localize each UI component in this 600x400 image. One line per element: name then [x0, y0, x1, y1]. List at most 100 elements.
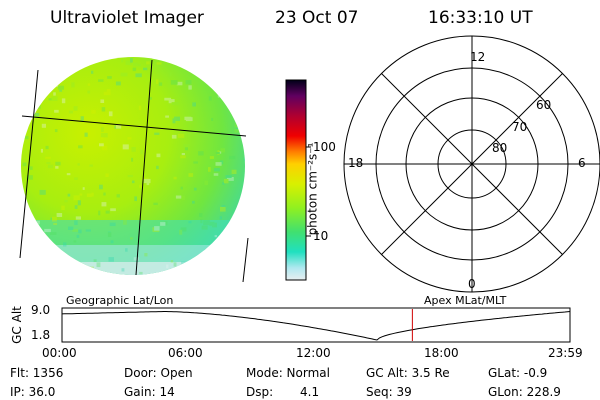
gc-alt-strip-chart	[61, 307, 571, 343]
speckle	[121, 59, 124, 63]
speckle	[130, 237, 133, 240]
speckle	[138, 105, 142, 111]
speckle	[74, 177, 78, 180]
speckle	[82, 269, 88, 272]
speckle	[66, 173, 71, 176]
speckle	[103, 91, 111, 96]
speckle	[132, 62, 138, 67]
status-dsp-label: Dsp:	[246, 385, 274, 399]
speckle	[35, 220, 40, 225]
time-tick-0600: 06:00	[168, 346, 203, 360]
speckle	[130, 58, 133, 63]
speckle	[86, 193, 92, 197]
speckle	[110, 208, 116, 212]
speckle	[212, 253, 219, 258]
colorbar	[285, 79, 311, 281]
speckle	[195, 260, 199, 265]
speckle	[87, 90, 91, 94]
mlt-label-top: 12	[470, 50, 486, 64]
speckle	[40, 69, 47, 74]
speckle	[180, 269, 186, 273]
time-label: 16:33:10 UT	[428, 8, 533, 28]
speckle	[228, 93, 232, 97]
speckle	[48, 98, 53, 101]
speckle	[238, 233, 245, 236]
speckle	[101, 127, 104, 132]
speckle	[75, 216, 81, 220]
speckle	[173, 176, 177, 180]
speckle	[203, 220, 210, 226]
colorbar-tick-100: 100	[313, 140, 336, 154]
speckle	[170, 260, 174, 263]
speckle	[188, 173, 194, 177]
speckle	[43, 85, 46, 90]
speckle	[45, 145, 49, 150]
speckle	[243, 221, 245, 226]
speckle	[165, 115, 169, 118]
speckle	[180, 155, 186, 159]
speckle	[183, 144, 190, 149]
speckle	[74, 205, 78, 209]
speckle	[67, 193, 71, 197]
speckle	[181, 153, 185, 156]
speckle	[93, 259, 97, 263]
status-glon: GLon: 228.9	[488, 385, 561, 399]
speckle	[107, 76, 112, 79]
speckle	[55, 161, 61, 166]
speckle	[131, 147, 136, 152]
speckle	[125, 60, 132, 66]
speckle	[106, 89, 111, 92]
speckle	[231, 169, 237, 174]
speckle	[73, 106, 78, 111]
speckle	[174, 116, 180, 121]
speckle	[208, 167, 211, 172]
speckle	[237, 79, 242, 84]
speckle	[180, 227, 187, 232]
speckle	[220, 206, 226, 212]
speckle	[121, 268, 125, 272]
speckle	[136, 275, 138, 278]
speckle	[72, 229, 78, 232]
speckle	[25, 84, 29, 89]
speckle	[73, 195, 80, 201]
speckle	[137, 63, 142, 67]
speckle	[98, 210, 101, 216]
speckle	[233, 234, 238, 237]
speckle	[168, 57, 171, 61]
lat-label-80: 80	[492, 141, 508, 155]
status-gain: Gain: 14	[124, 385, 175, 399]
speckle	[209, 221, 215, 226]
speckle	[146, 61, 150, 65]
speckle	[127, 174, 133, 178]
speckle	[127, 137, 132, 140]
speckle	[232, 89, 237, 93]
speckle	[44, 228, 51, 233]
speckle	[61, 205, 65, 210]
speckle	[53, 222, 57, 225]
speckle	[244, 150, 245, 155]
speckle	[52, 216, 57, 222]
speckle	[85, 57, 90, 61]
speckle	[215, 152, 220, 154]
speckle	[230, 63, 237, 69]
speckle	[181, 195, 185, 201]
time-tick-1800: 18:00	[424, 346, 459, 360]
speckle	[160, 222, 166, 226]
speckle	[220, 148, 225, 153]
speckle	[219, 216, 222, 220]
speckle	[125, 248, 128, 252]
speckle	[180, 186, 183, 190]
speckle	[185, 117, 193, 122]
speckle	[64, 200, 68, 203]
speckle	[79, 193, 83, 196]
speckle	[139, 184, 142, 188]
uv-earth-image	[19, 57, 249, 283]
speckle	[233, 75, 238, 78]
speckle	[143, 178, 151, 184]
speckle	[50, 217, 57, 220]
speckle	[78, 229, 82, 234]
speckle	[57, 85, 64, 90]
speckle	[241, 194, 245, 197]
speckle	[135, 73, 142, 78]
speckle	[22, 126, 26, 131]
